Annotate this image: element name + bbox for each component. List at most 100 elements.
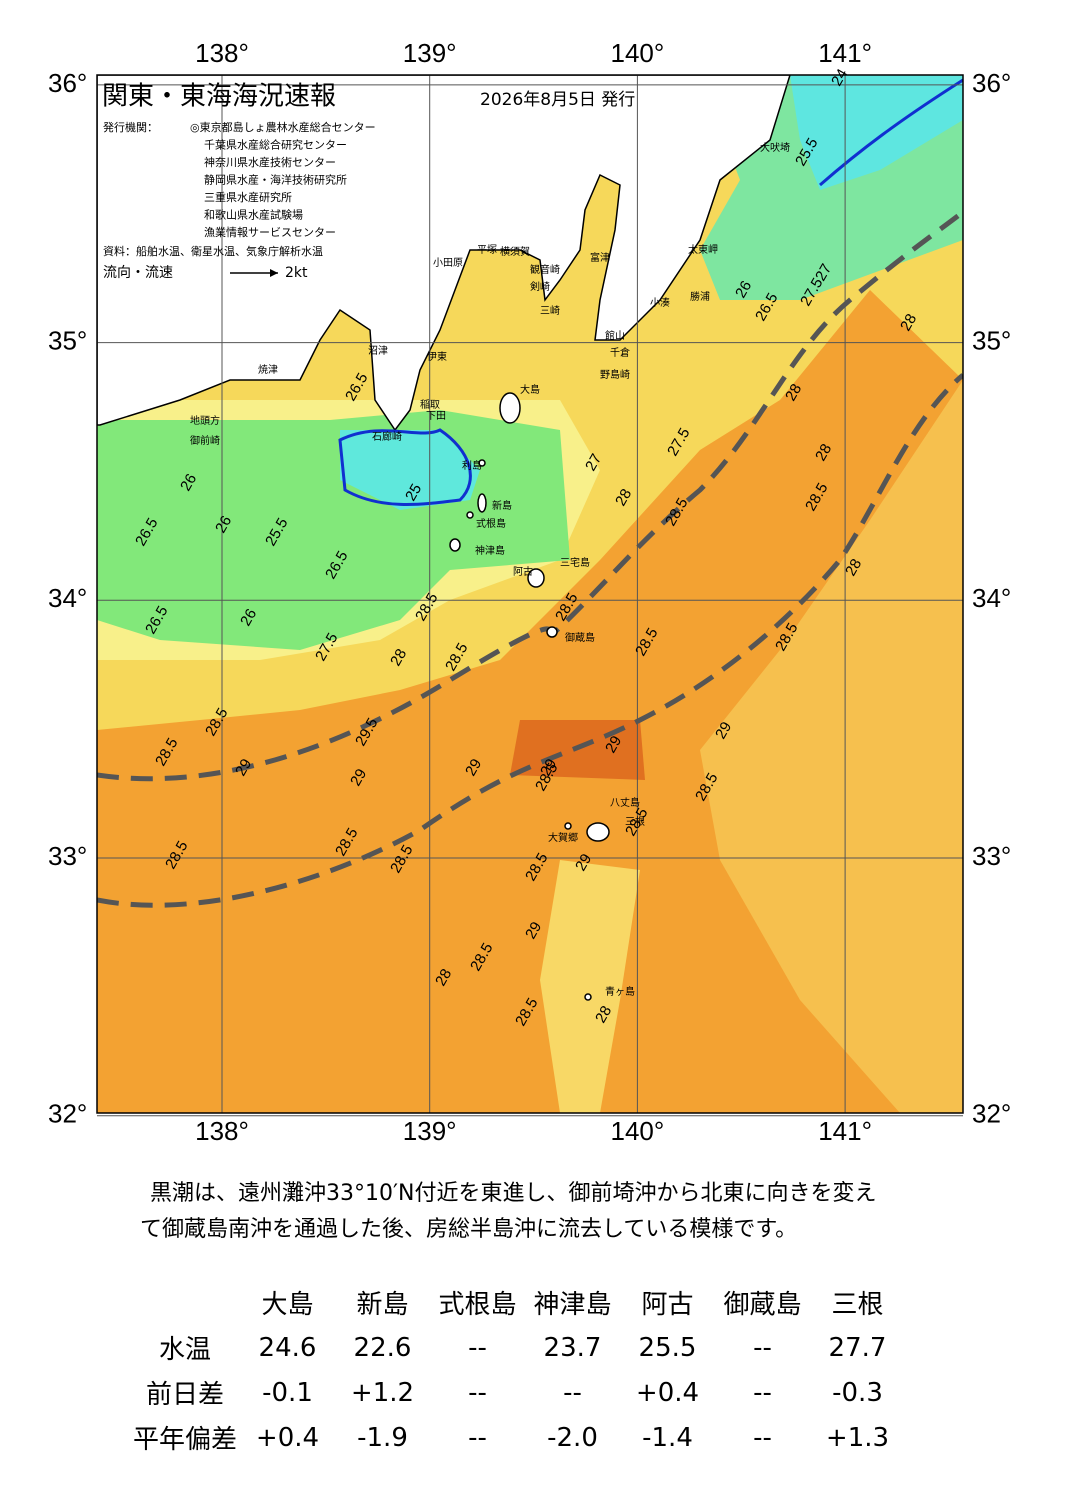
header-row: 大島 新島 式根島 神津島 阿古 御蔵島 三根 (130, 1280, 905, 1325)
contour-label: 29 (232, 756, 255, 779)
issuer-label: 発行機関： (103, 120, 158, 134)
cell: -- (468, 1377, 487, 1408)
cell: +0.4 (255, 1422, 320, 1453)
place-name: 御蔵島 (565, 631, 595, 644)
station-name: 新島 (356, 1290, 409, 1320)
lon-label: 140° (611, 1116, 665, 1146)
issuer: ◎東京都島しょ農林水産総合センター (190, 120, 376, 134)
contour-label: 27 (812, 261, 835, 284)
lon-label: 141° (818, 1116, 872, 1146)
contour-label: 29 (347, 766, 370, 789)
cell: 24.6 (258, 1332, 317, 1363)
place-name: 八丈島 (610, 796, 640, 809)
row-label: 前日差 (145, 1380, 224, 1410)
lon-label: 138° (195, 38, 249, 68)
map-frame (96, 74, 964, 1114)
data-row: 水温 24.6 22.6 -- 23.7 25.5 -- 27.7 (130, 1325, 905, 1370)
contour-label: 29 (462, 756, 485, 779)
map: 関東・東海海況速報 2026年8月5日 発行 発行機関： 資料：船舶水温、衛星水… (48, 38, 1011, 1146)
issuer: 和歌山県水産試験場 (204, 208, 303, 222)
lat-label: 32° (972, 1099, 1011, 1129)
place-name: 大賀郷 (548, 831, 578, 844)
lat-label: 35° (972, 325, 1011, 355)
contour-label: 25 (402, 481, 425, 504)
row-label: 水温 (158, 1335, 211, 1365)
station-name: 神津島 (533, 1290, 612, 1320)
contour-label: 29 (572, 851, 595, 874)
place-name: 野島崎 (600, 368, 630, 381)
contour-label: 29 (712, 719, 735, 742)
place-name: 剣崎 (530, 280, 550, 293)
contour-label: 28 (432, 966, 455, 989)
lat-label: 33° (48, 841, 87, 871)
current-scale: 2kt (285, 265, 308, 281)
place-name: 新島 (492, 499, 512, 512)
cell: 25.5 (638, 1332, 697, 1363)
place-name: 御前崎 (190, 434, 220, 447)
cell: -1.4 (642, 1422, 693, 1453)
station-name: 式根島 (438, 1290, 517, 1320)
lat-label: 32° (48, 1099, 87, 1129)
cell: -- (753, 1422, 772, 1453)
place-name: 伊東 (427, 350, 447, 363)
cell: 23.7 (543, 1332, 602, 1363)
contour-label: 28 (842, 556, 865, 579)
issuer: 千葉県水産総合研究センター (204, 138, 347, 152)
row-label: 平年偏差 (132, 1425, 237, 1455)
station-name: 阿古 (641, 1290, 694, 1320)
data-row: 前日差 -0.1 +1.2 -- -- +0.4 -- -0.3 (130, 1370, 905, 1415)
lat-label: 36° (972, 68, 1011, 98)
place-name: 小田原 (433, 257, 463, 269)
cell: -2.0 (547, 1422, 598, 1453)
current-legend: 流向・流速 (103, 265, 173, 281)
contour-label: 27 (582, 451, 605, 474)
place-name: 沼津 (368, 344, 388, 357)
data-row: 平年偏差 +0.4 -1.9 -- -2.0 -1.4 -- +1.3 (130, 1415, 905, 1460)
current-arrow-head (270, 269, 278, 277)
place-name: 太東岬 (688, 243, 718, 256)
place-name: 館山 (605, 329, 625, 342)
place-name: 神津島 (475, 544, 505, 557)
lon-label: 139° (403, 1116, 457, 1146)
source: 資料：船舶水温、衛星水温、気象庁解析水温 (103, 244, 323, 258)
station-name: 三根 (831, 1290, 884, 1320)
place-name: 観音崎 (530, 263, 560, 276)
place-name: 平塚 (477, 244, 497, 256)
cell: +1.3 (825, 1422, 890, 1453)
place-name: 下田 (426, 411, 446, 422)
issue-date: 2026年8月5日 発行 (480, 90, 635, 110)
summary-line: て御蔵島南沖を通過した後、房総半島沖に流去している模様です。 (140, 1217, 798, 1242)
lon-label: 141° (818, 38, 872, 68)
contour-label: 26 (177, 471, 200, 494)
lat-label: 35° (48, 325, 87, 355)
place-name: 稲取 (420, 399, 440, 411)
contour-label: 28 (782, 381, 805, 404)
contour-label: 28 (592, 1003, 615, 1026)
islands (449, 392, 610, 1001)
place-name: 勝浦 (690, 290, 710, 303)
issuer: 漁業情報サービスセンター (204, 225, 336, 239)
place-name: 横須賀 (500, 245, 530, 258)
lat-label: 33° (972, 841, 1011, 871)
contour-label: 24 (828, 66, 851, 89)
place-name: 大島 (520, 383, 540, 396)
station-table: 大島 新島 式根島 神津島 阿古 御蔵島 三根 水温 24.6 22.6 -- 23.7 25.5 -- 2… (130, 1280, 905, 1460)
station-name: 御蔵島 (723, 1290, 802, 1320)
contour-label: 29 (602, 733, 625, 756)
contour-label: 28 (387, 646, 410, 669)
cell: -1.9 (357, 1422, 408, 1453)
cell: +1.2 (350, 1377, 415, 1408)
title: 関東・東海海況速報 (102, 82, 336, 112)
place-name: 利島 (462, 459, 482, 472)
place-name: 式根島 (476, 517, 506, 530)
place-name: 青ヶ島 (605, 985, 635, 998)
place-name: 阿古 (513, 565, 533, 578)
place-name: 三宅島 (560, 556, 590, 569)
cell: -0.3 (832, 1377, 883, 1408)
lat-label: 34° (48, 583, 87, 613)
sea-temperature (97, 75, 963, 1113)
cell: +0.4 (635, 1377, 700, 1408)
cell: -0.1 (262, 1377, 313, 1408)
contour-label: 29 (537, 756, 560, 779)
